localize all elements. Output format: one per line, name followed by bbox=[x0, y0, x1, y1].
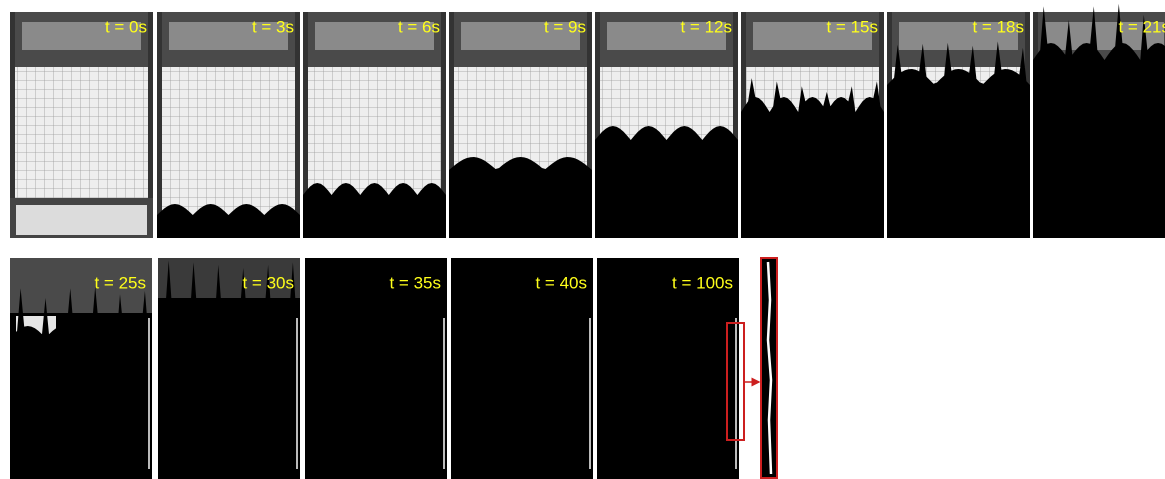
panel: t = 18s bbox=[887, 12, 1030, 239]
panel-bg bbox=[451, 258, 593, 479]
fluid bbox=[303, 183, 446, 238]
side-bar bbox=[449, 12, 454, 238]
edge bbox=[735, 318, 737, 469]
time-label: t = 100s bbox=[672, 273, 733, 292]
time-label: t = 6s bbox=[398, 17, 440, 36]
edge bbox=[296, 318, 298, 469]
top-frame-light bbox=[607, 22, 726, 50]
fluid bbox=[10, 286, 152, 479]
panel: t = 21s bbox=[1033, 3, 1165, 238]
top-frame bbox=[10, 258, 152, 313]
side-bar bbox=[441, 12, 446, 238]
panel: t = 40s bbox=[451, 258, 593, 479]
panel: t = 9s bbox=[449, 12, 592, 238]
side-bar bbox=[295, 12, 300, 238]
top-frame-light bbox=[169, 22, 288, 50]
panel: t = 30s bbox=[158, 258, 300, 479]
panel: t = 3s bbox=[157, 12, 300, 238]
panel: t = 100s bbox=[597, 258, 739, 479]
side-bar bbox=[148, 12, 153, 238]
time-label: t = 9s bbox=[544, 17, 586, 36]
top-frame-light bbox=[753, 22, 872, 50]
top-frame-light bbox=[315, 22, 434, 50]
fluid bbox=[595, 126, 738, 238]
panel: t = 6s bbox=[303, 12, 446, 238]
fluid bbox=[157, 204, 300, 238]
panel: t = 15s bbox=[741, 12, 884, 238]
panel: t = 25s bbox=[10, 258, 152, 479]
top-frame-light bbox=[461, 22, 580, 50]
time-label: t = 30s bbox=[242, 273, 294, 292]
time-label: t = 25s bbox=[94, 273, 146, 292]
time-label: t = 12s bbox=[680, 17, 732, 36]
fluid bbox=[449, 157, 592, 238]
edge bbox=[148, 318, 150, 469]
side-bar bbox=[10, 12, 15, 238]
time-label: t = 15s bbox=[826, 17, 878, 36]
time-label: t = 21s bbox=[1118, 17, 1165, 36]
fluid bbox=[1033, 3, 1165, 238]
edge bbox=[589, 318, 591, 469]
side-bar bbox=[587, 12, 592, 238]
side-bar bbox=[157, 12, 162, 238]
panel: t = 12s bbox=[595, 12, 738, 238]
fluid bbox=[887, 41, 1030, 239]
time-label: t = 18s bbox=[972, 17, 1024, 36]
time-label: t = 40s bbox=[535, 273, 587, 292]
side-bar bbox=[303, 12, 308, 238]
time-label: t = 3s bbox=[252, 17, 294, 36]
top-frame bbox=[158, 258, 300, 298]
time-label: t = 35s bbox=[389, 273, 441, 292]
fluid bbox=[741, 78, 884, 238]
panel: t = 35s bbox=[305, 258, 447, 479]
side-bar bbox=[733, 12, 738, 238]
panel-bg bbox=[597, 258, 739, 479]
bottom-liquid bbox=[16, 205, 147, 235]
top-frame-light bbox=[22, 22, 141, 50]
edge bbox=[443, 318, 445, 469]
panel-bg bbox=[305, 258, 447, 479]
panel: t = 0s bbox=[10, 12, 153, 238]
side-bar bbox=[595, 12, 600, 238]
fluid bbox=[158, 260, 300, 479]
time-label: t = 0s bbox=[105, 17, 147, 36]
zoom-film bbox=[766, 261, 773, 475]
panels: t = 0s t = 3s t = 6s t = 9s t = 12s t = 15s t … bbox=[10, 3, 1165, 479]
